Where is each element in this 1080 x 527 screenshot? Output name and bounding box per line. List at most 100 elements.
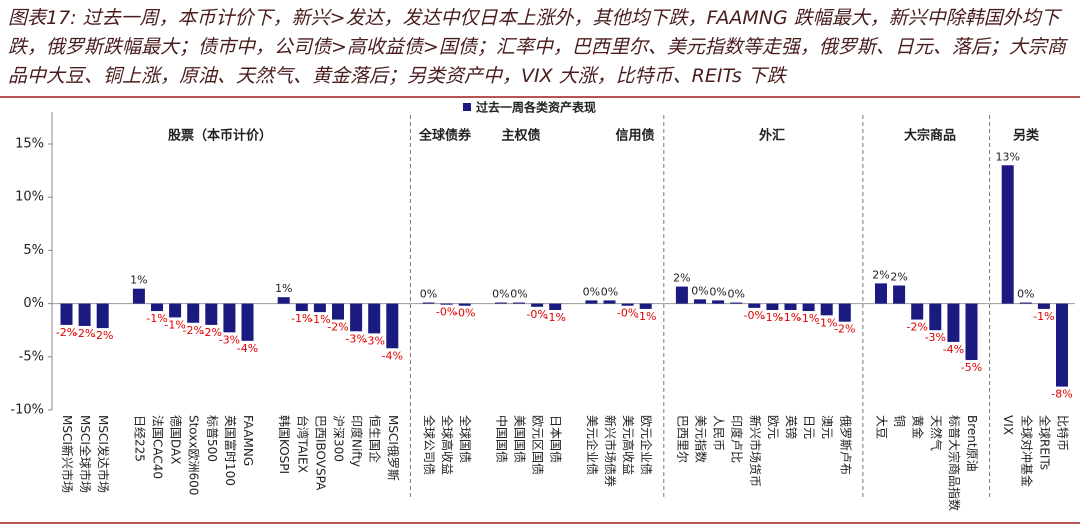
x-tick-label: 欧元区国债 xyxy=(531,415,545,475)
x-tick-label: 全球国债 xyxy=(458,415,473,463)
bar xyxy=(386,303,399,349)
data-label: 0% xyxy=(709,285,726,298)
y-tick-label: 10% xyxy=(15,190,44,205)
bar xyxy=(494,302,507,304)
x-tick-label: 澳元 xyxy=(820,415,834,439)
group-label: 全球债券 xyxy=(418,128,472,144)
x-tick-label: 巴西IBOVSPA xyxy=(313,415,327,491)
bar xyxy=(531,303,544,307)
data-label: -1% xyxy=(164,318,185,331)
x-tick-label: 比特币 xyxy=(1056,415,1071,451)
bar xyxy=(694,299,706,304)
bar xyxy=(132,288,145,304)
bar xyxy=(513,302,525,304)
x-tick-label: 欧元 xyxy=(766,415,780,439)
data-label: -2% xyxy=(74,327,95,340)
y-tick-label: 0% xyxy=(23,296,44,311)
data-label: 2% xyxy=(890,271,907,284)
x-tick-label: 韩国KOSPI xyxy=(277,415,292,474)
x-tick-label: 铜 xyxy=(893,415,908,427)
bar xyxy=(440,303,453,305)
data-label: -2% xyxy=(201,326,222,339)
x-tick-label: 美元指数 xyxy=(694,415,709,463)
bar xyxy=(205,303,218,325)
data-label: -4% xyxy=(237,342,258,355)
bar xyxy=(603,300,616,304)
bar xyxy=(893,285,906,304)
x-tick-label: 新兴市场货币 xyxy=(748,415,763,487)
data-label: -0% xyxy=(617,307,638,320)
data-label: -2% xyxy=(906,321,927,334)
chart-title: 图表17: 过去一周，本币计价下，新兴>发达，发达中仅日本上涨外，其他均下跌，F… xyxy=(8,7,1066,87)
data-label: 0% xyxy=(510,288,527,301)
data-label: -1% xyxy=(816,316,837,329)
x-tick-label: 印度卢比 xyxy=(730,415,745,463)
data-label: -5% xyxy=(961,361,982,374)
bar xyxy=(187,303,200,323)
bar xyxy=(621,303,634,306)
data-label: -1% xyxy=(1033,310,1054,323)
data-label: 0% xyxy=(1017,288,1034,301)
bar xyxy=(947,303,960,342)
x-tick-label: 人民币 xyxy=(712,415,726,451)
x-tick-label: 印度Nifty xyxy=(350,415,365,467)
x-tick-label: 台湾TAIEX xyxy=(295,415,310,473)
x-tick-label: 日元 xyxy=(802,415,816,439)
x-tick-label: MSCI新兴市场 xyxy=(60,415,75,493)
bar xyxy=(875,283,887,304)
bar xyxy=(60,303,73,325)
bar xyxy=(277,297,290,304)
legend-swatch xyxy=(463,103,471,111)
x-tick-label: MSCI俄罗斯 xyxy=(386,415,400,481)
data-label: -1% xyxy=(544,311,565,324)
x-tick-label: FAAMNG xyxy=(241,415,255,466)
data-label: 1% xyxy=(130,274,147,287)
data-label: -2% xyxy=(56,326,77,339)
x-tick-label: 中国国债 xyxy=(494,415,509,463)
data-label: -8% xyxy=(1051,388,1072,401)
bar xyxy=(313,303,326,313)
bar xyxy=(929,303,942,331)
data-label: 13% xyxy=(995,150,1019,163)
x-tick-label: MSCI全球市场 xyxy=(78,415,93,493)
legend-label: 过去一周各类资产表现 xyxy=(476,100,596,115)
bar xyxy=(422,302,435,304)
bar xyxy=(549,303,562,310)
data-label: 0% xyxy=(583,285,600,298)
bar xyxy=(332,303,344,320)
data-label: 1% xyxy=(275,282,292,295)
x-tick-label: 法国CAC40 xyxy=(151,415,165,479)
data-label: 2% xyxy=(872,268,889,281)
data-label: -4% xyxy=(943,343,964,356)
x-tick-label: 新兴市场债券 xyxy=(603,415,618,487)
data-label: 0% xyxy=(691,284,708,297)
x-tick-label: 全球REITs xyxy=(1037,415,1052,470)
x-tick-label: 俄罗斯卢布 xyxy=(838,415,853,475)
bar xyxy=(820,303,833,316)
bar xyxy=(223,303,236,333)
y-tick-label: 5% xyxy=(23,243,44,258)
group-label: 大宗商品 xyxy=(904,128,956,144)
x-tick-label: 日经225 xyxy=(132,415,146,462)
x-tick-label: VIX xyxy=(1001,415,1015,435)
data-label: -3% xyxy=(219,333,240,346)
data-label: -3% xyxy=(925,331,946,344)
bar xyxy=(1056,303,1068,387)
group-label: 信用债 xyxy=(615,128,654,144)
data-label: -1% xyxy=(798,312,819,325)
bar xyxy=(241,303,254,341)
x-tick-label: 标普大宗商品指数 xyxy=(947,415,962,511)
bar xyxy=(730,302,743,304)
data-label: -1% xyxy=(780,311,801,324)
x-tick-label: 大豆 xyxy=(875,415,889,439)
data-label: -2% xyxy=(182,324,203,337)
data-label: 0% xyxy=(727,288,744,301)
bar xyxy=(784,303,797,310)
group-label: 主权债 xyxy=(501,128,540,144)
bar xyxy=(802,303,815,312)
x-tick-label: 全球对冲基金 xyxy=(1019,415,1034,487)
x-tick-label: 美元企业债 xyxy=(585,415,600,475)
group-label: 另类 xyxy=(1013,128,1040,144)
x-tick-label: Stoxx欧洲600 xyxy=(187,415,201,495)
